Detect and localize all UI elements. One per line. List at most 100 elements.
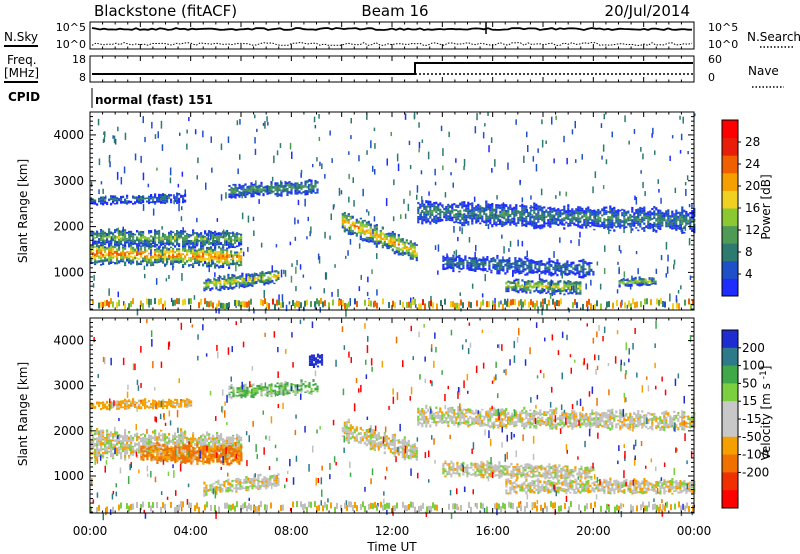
heatmap-cell (150, 194, 153, 198)
heatmap-cell (615, 219, 618, 222)
heatmap-cell (548, 257, 551, 261)
heatmap-cell (238, 462, 241, 465)
heatmap-cell (365, 229, 368, 233)
heatmap-cell (234, 246, 237, 249)
heatmap-speckle (197, 239, 199, 245)
heatmap-cell (204, 260, 207, 265)
heatmap-cell (441, 210, 444, 213)
heatmap-cell (506, 258, 509, 262)
heatmap-cell (230, 250, 233, 254)
heatmap-cell (525, 219, 528, 223)
heatmap-cell (94, 448, 97, 452)
heatmap-cell (158, 436, 161, 439)
heatmap-cell (513, 279, 516, 282)
heatmap-cell (504, 272, 507, 275)
heatmap-cell (567, 207, 570, 209)
heatmap-cell (294, 302, 296, 309)
heatmap-cell (94, 438, 97, 441)
heatmap-cell (217, 277, 220, 279)
heatmap-cell (393, 245, 396, 248)
heatmap-speckle (93, 274, 95, 281)
heatmap-cell (452, 269, 455, 273)
heatmap-cell (573, 222, 576, 226)
heatmap-speckle (684, 182, 687, 186)
heatmap-cell (609, 208, 612, 211)
heatmap-cell (363, 224, 366, 228)
heatmap-speckle (689, 275, 692, 280)
heatmap-cell (597, 217, 600, 220)
heatmap-cell (188, 448, 191, 451)
heatmap-cell (645, 212, 648, 215)
heatmap-cell (296, 182, 299, 185)
heatmap-cell (238, 186, 241, 189)
heatmap-cell (552, 273, 555, 276)
heatmap-cell (520, 264, 523, 268)
cpid-label: CPID (8, 90, 40, 104)
heatmap-cell (190, 298, 192, 305)
heatmap-cell (114, 433, 117, 435)
heatmap-speckle (407, 203, 410, 212)
heatmap-speckle (684, 225, 687, 231)
heatmap-cell (174, 255, 177, 258)
heatmap-cell (118, 248, 121, 251)
heatmap-cell (653, 228, 656, 232)
heatmap-cell (476, 263, 479, 266)
heatmap-cell (130, 442, 133, 444)
heatmap-cell (588, 298, 590, 305)
heatmap-cell (148, 237, 151, 241)
heatmap-cell (294, 189, 297, 193)
heatmap-cell (106, 241, 109, 244)
heatmap-cell (130, 300, 132, 307)
heatmap-cell (210, 453, 213, 456)
heatmap-cell (419, 203, 422, 206)
heatmap-speckle (627, 217, 630, 222)
heatmap-speckle (366, 209, 368, 213)
heatmap-cell (234, 449, 237, 453)
heatmap-cell (152, 236, 155, 239)
heatmap-cell (669, 225, 672, 229)
heatmap-cell (353, 227, 356, 230)
heatmap-cell (255, 277, 258, 279)
heatmap-cell (204, 437, 207, 441)
heatmap-cell (154, 261, 157, 264)
heatmap-cell (208, 252, 211, 254)
heatmap-cell (92, 246, 95, 249)
heatmap-cell (292, 300, 294, 306)
heatmap-cell (208, 443, 211, 446)
heatmap-cell (580, 270, 583, 273)
heatmap-cell (609, 216, 612, 219)
heatmap-cell (496, 267, 499, 270)
heatmap-cell (136, 251, 139, 255)
heatmap-cell (540, 260, 543, 263)
heatmap-cell (617, 209, 620, 213)
heatmap-cell (681, 227, 684, 229)
heatmap-cell (260, 181, 263, 185)
heatmap-cell (236, 439, 239, 442)
heatmap-speckle (463, 159, 466, 167)
heatmap-cell (154, 253, 157, 256)
heatmap-speckle (169, 167, 172, 176)
heatmap-cell (556, 273, 559, 277)
heatmap-cell (644, 298, 646, 305)
heatmap-speckle (420, 170, 423, 175)
heatmap-cell (349, 229, 352, 232)
heatmap-cell (275, 274, 278, 278)
heatmap-cell (479, 205, 482, 208)
heatmap-cell (142, 445, 145, 448)
heatmap-cell (138, 242, 141, 245)
heatmap-cell (458, 270, 461, 273)
heatmap-cell (379, 238, 382, 241)
heatmap-cell (136, 257, 139, 259)
heatmap-cell (124, 436, 127, 440)
heatmap-cell (230, 459, 233, 462)
heatmap-cell (206, 459, 209, 462)
heatmap-cell (138, 197, 141, 201)
heatmap-cell (216, 235, 219, 238)
heatmap-cell (345, 217, 348, 219)
heatmap-cell (499, 204, 502, 207)
heatmap-cell (387, 232, 390, 235)
heatmap-cell (110, 202, 113, 206)
heatmap-cell (176, 446, 179, 448)
heatmap-cell (142, 240, 145, 243)
heatmap-cell (160, 251, 163, 254)
